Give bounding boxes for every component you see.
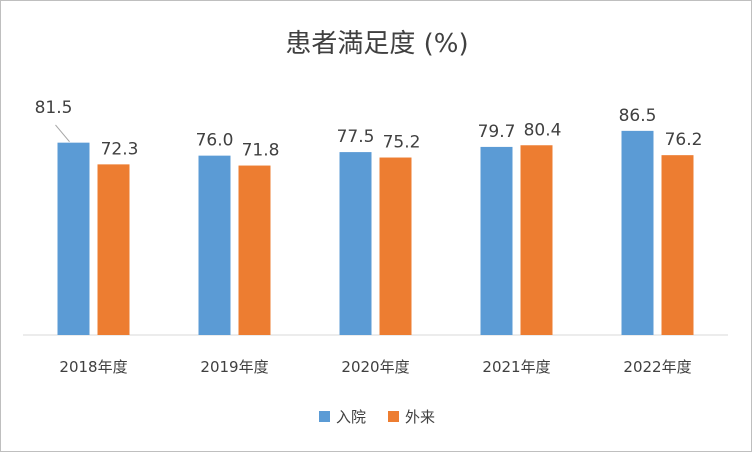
bar-inpatient-0 — [57, 142, 90, 335]
data-label-outpatient-1: 71.8 — [242, 141, 280, 161]
data-label-inpatient-1: 76.0 — [196, 131, 234, 151]
bar-outpatient-1 — [238, 165, 271, 335]
data-label-inpatient-4: 86.5 — [619, 106, 657, 126]
data-label-inpatient-3: 79.7 — [478, 122, 516, 142]
legend-label-outpatient: 外来 — [405, 408, 436, 426]
legend-swatch-inpatient — [318, 411, 330, 422]
bar-outpatient-0 — [97, 164, 130, 335]
bar-outpatient-2 — [379, 157, 412, 335]
bar-inpatient-3 — [480, 146, 513, 335]
x-tick-label-3: 2021年度 — [482, 358, 550, 376]
data-label-inpatient-2: 77.5 — [337, 127, 375, 147]
x-tick-label-0: 2018年度 — [59, 358, 127, 376]
data-label-outpatient-3: 80.4 — [524, 120, 562, 140]
bar-outpatient-3 — [520, 145, 553, 335]
data-label-inpatient-0: 81.5 — [35, 98, 73, 118]
data-label-outpatient-2: 75.2 — [383, 133, 421, 153]
x-tick-label-1: 2019年度 — [200, 358, 268, 376]
x-tick-label-4: 2022年度 — [623, 358, 691, 376]
x-tick-label-2: 2020年度 — [341, 358, 409, 376]
bar-outpatient-4 — [661, 155, 694, 335]
bar-inpatient-2 — [339, 152, 372, 335]
legend-item-inpatient: 入院 — [318, 406, 366, 427]
bar-inpatient-4 — [621, 130, 654, 335]
legend-item-outpatient: 外来 — [388, 406, 435, 427]
data-label-outpatient-4: 76.2 — [665, 130, 703, 150]
bar-inpatient-1 — [198, 155, 231, 335]
leader-line-0 — [55, 124, 70, 142]
legend-swatch-outpatient — [388, 411, 399, 422]
chart-title: 患者満足度 (%) — [285, 29, 469, 59]
legend: 入院 外来 — [1, 406, 752, 427]
legend-label-inpatient: 入院 — [335, 408, 366, 426]
data-label-outpatient-0: 72.3 — [101, 139, 139, 159]
